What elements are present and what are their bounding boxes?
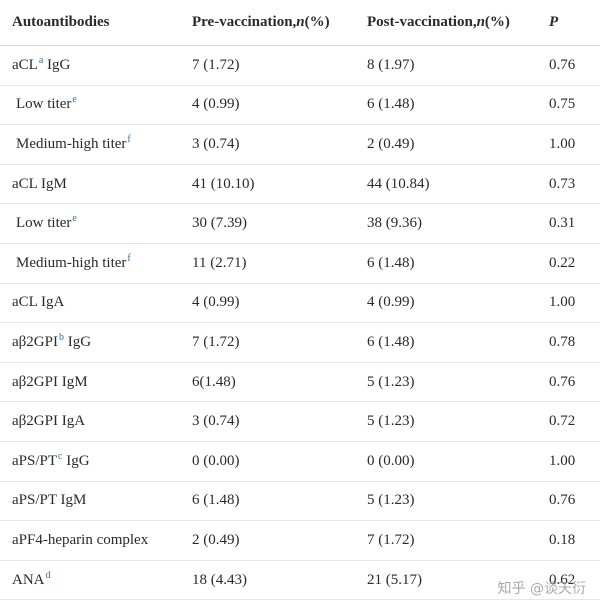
- header-p-value: P: [549, 14, 559, 30]
- pre-vaccination-value: 7 (1.72): [192, 333, 240, 350]
- autoantibody-label: aCL IgM: [12, 175, 67, 192]
- post-vaccination-value: 38 (9.36): [367, 215, 422, 232]
- pre-vaccination-value: 30 (7.39): [192, 215, 247, 232]
- autoantibody-label: ANA d: [12, 569, 51, 588]
- autoantibody-label: Low titer e: [16, 213, 77, 232]
- p-value: 0.78: [549, 333, 576, 350]
- post-vaccination-value: 6 (1.48): [367, 96, 415, 113]
- p-value: 1.00: [549, 135, 576, 152]
- table-row: Medium-high titer f 11 (2.71) 6 (1.48) 0.22: [0, 244, 600, 284]
- p-value: 1.00: [549, 452, 576, 469]
- table-body: aCL a IgG 7 (1.72) 8 (1.97) 0.76 Low titer e 4 …: [0, 46, 600, 601]
- header-pre-vaccination: Pre-vaccination, n (%): [192, 14, 330, 30]
- autoantibody-label: Low titer e: [16, 94, 77, 113]
- footnote-marker: f: [127, 133, 131, 145]
- table-row: aβ2GPI b IgG 7 (1.72) 6 (1.48) 0.78: [0, 323, 600, 363]
- table-row: aCL a IgG 7 (1.72) 8 (1.97) 0.76: [0, 46, 600, 86]
- autoantibody-label: aCL a IgG: [12, 54, 71, 73]
- pre-vaccination-value: 11 (2.71): [192, 254, 247, 271]
- pre-vaccination-value: 18 (4.43): [192, 571, 247, 588]
- pre-vaccination-value: 7 (1.72): [192, 56, 240, 73]
- header-post-vaccination: Post-vaccination, n (%): [367, 14, 510, 30]
- pre-vaccination-value: 3 (0.74): [192, 413, 240, 430]
- header-autoantibodies: Autoantibodies: [12, 14, 110, 30]
- pre-vaccination-value: 3 (0.74): [192, 135, 240, 152]
- p-value: 0.76: [549, 56, 576, 73]
- table-row: ANA d 18 (4.43) 21 (5.17) 0.62: [0, 561, 600, 601]
- pre-vaccination-value: 6 (1.48): [192, 492, 240, 509]
- pre-vaccination-value: 2 (0.49): [192, 531, 240, 548]
- autoantibody-label: aβ2GPI IgA: [12, 413, 86, 430]
- post-vaccination-value: 8 (1.97): [367, 56, 415, 73]
- p-value: 1.00: [549, 294, 576, 311]
- post-vaccination-value: 4 (0.99): [367, 294, 415, 311]
- post-vaccination-value: 7 (1.72): [367, 531, 415, 548]
- table-row: aPS/PT c IgG 0 (0.00) 0 (0.00) 1.00: [0, 442, 600, 482]
- post-vaccination-value: 0 (0.00): [367, 452, 415, 469]
- footnote-marker: e: [72, 213, 77, 225]
- watermark: 知乎 @谈天衍: [497, 581, 586, 597]
- autoantibody-label: aβ2GPI b IgG: [12, 331, 92, 350]
- footnote-marker: b: [58, 331, 64, 343]
- autoantibody-label: Medium-high titer f: [16, 252, 131, 271]
- table-row: aPF4-heparin complex 2 (0.49) 7 (1.72) 0.18: [0, 521, 600, 561]
- post-vaccination-value: 5 (1.23): [367, 492, 415, 509]
- post-vaccination-value: 44 (10.84): [367, 175, 430, 192]
- table-row: Low titer e 4 (0.99) 6 (1.48) 0.75: [0, 86, 600, 126]
- table-row: aCL IgM 41 (10.10) 44 (10.84) 0.73: [0, 165, 600, 205]
- table-row: Medium-high titer f 3 (0.74) 2 (0.49) 1.00: [0, 125, 600, 165]
- pre-vaccination-value: 4 (0.99): [192, 96, 240, 113]
- post-vaccination-value: 2 (0.49): [367, 135, 415, 152]
- p-value: 0.76: [549, 492, 576, 509]
- footnote-marker: e: [72, 94, 77, 106]
- post-vaccination-value: 6 (1.48): [367, 254, 415, 271]
- footnote-marker: a: [38, 54, 44, 66]
- p-value: 0.73: [549, 175, 576, 192]
- autoantibody-label: Medium-high titer f: [16, 133, 131, 152]
- autoantibody-label: aCL IgA: [12, 294, 65, 311]
- p-value: 0.75: [549, 96, 576, 113]
- post-vaccination-value: 6 (1.48): [367, 333, 415, 350]
- post-vaccination-value: 5 (1.23): [367, 413, 415, 430]
- table-row: aCL IgA 4 (0.99) 4 (0.99) 1.00: [0, 284, 600, 324]
- pre-vaccination-value: 6(1.48): [192, 373, 236, 390]
- pre-vaccination-value: 0 (0.00): [192, 452, 240, 469]
- pre-vaccination-value: 41 (10.10): [192, 175, 255, 192]
- p-value: 0.76: [549, 373, 576, 390]
- post-vaccination-value: 21 (5.17): [367, 571, 422, 588]
- p-value: 0.72: [549, 413, 576, 430]
- table-row: aβ2GPI IgA 3 (0.74) 5 (1.23) 0.72: [0, 402, 600, 442]
- p-value: 0.31: [549, 215, 576, 232]
- post-vaccination-value: 5 (1.23): [367, 373, 415, 390]
- p-value: 0.62: [549, 571, 576, 588]
- footnote-marker: f: [127, 252, 131, 264]
- footnote-marker: d: [45, 569, 51, 581]
- table-row: aPS/PT IgM 6 (1.48) 5 (1.23) 0.76: [0, 482, 600, 522]
- pre-vaccination-value: 4 (0.99): [192, 294, 240, 311]
- p-value: 0.22: [549, 254, 576, 271]
- table-header-row: Autoantibodies Pre-vaccination, n (%) Po…: [0, 0, 600, 46]
- autoantibody-label: aβ2GPI IgM: [12, 373, 88, 390]
- autoantibody-label: aPS/PT c IgG: [12, 450, 90, 469]
- table-row: Low titer e 30 (7.39) 38 (9.36) 0.31: [0, 204, 600, 244]
- autoantibody-label: aPF4-heparin complex: [12, 531, 149, 548]
- p-value: 0.18: [549, 531, 576, 548]
- footnote-marker: c: [58, 450, 63, 462]
- table-row: aβ2GPI IgM 6(1.48) 5 (1.23) 0.76: [0, 363, 600, 403]
- autoantibody-label: aPS/PT IgM: [12, 492, 87, 509]
